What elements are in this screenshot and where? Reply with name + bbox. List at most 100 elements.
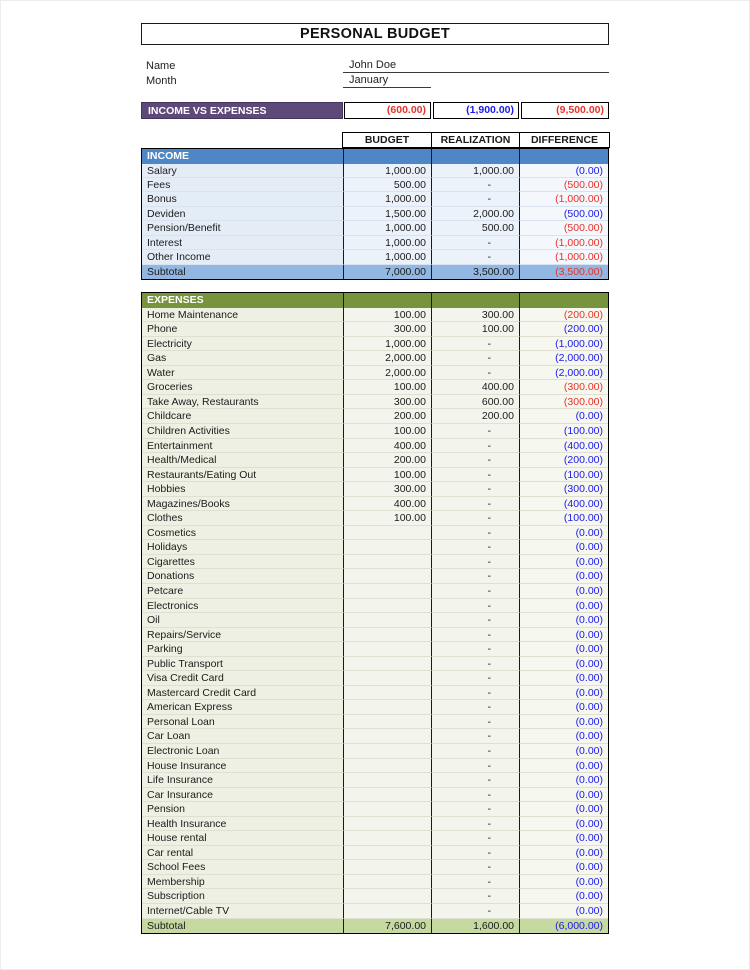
realization-cell[interactable]: - [431,192,519,207]
realization-cell[interactable]: - [431,642,519,657]
row-label-cell[interactable]: Oil [142,613,343,628]
difference-cell[interactable]: (0.00) [519,540,608,555]
difference-cell[interactable]: (0.00) [519,714,608,730]
difference-cell[interactable]: (1,000.00) [519,192,608,207]
realization-cell[interactable]: - [431,583,519,599]
row-label-cell[interactable]: Car Loan [142,729,343,744]
budget-cell[interactable] [343,773,431,788]
row-label-cell[interactable]: Entertainment [142,438,343,454]
row-label-cell[interactable]: Membership [142,874,343,890]
budget-cell[interactable]: 300.00 [343,322,431,337]
realization-cell[interactable]: - [431,904,519,919]
budget-cell[interactable]: 100.00 [343,423,431,439]
budget-cell[interactable]: 1,000.00 [343,250,431,265]
realization-cell[interactable]: 500.00 [431,221,519,236]
budget-cell[interactable]: 7,600.00 [343,918,431,934]
difference-cell[interactable]: (0.00) [519,860,608,875]
difference-cell[interactable]: (500.00) [519,206,608,222]
budget-cell[interactable] [343,642,431,657]
realization-cell[interactable]: - [431,802,519,817]
realization-cell[interactable]: - [431,235,519,251]
realization-cell[interactable]: - [431,874,519,890]
row-label-cell[interactable]: Holidays [142,540,343,555]
budget-cell[interactable]: 2,000.00 [343,365,431,381]
difference-cell[interactable]: (0.00) [519,569,608,584]
budget-cell[interactable]: 1,000.00 [343,192,431,207]
summary-realization-cell[interactable]: (1,900.00) [433,102,519,119]
realization-cell[interactable]: - [431,627,519,643]
row-label-cell[interactable]: House rental [142,831,343,846]
row-label-cell[interactable]: Electronic Loan [142,744,343,759]
difference-cell[interactable]: (0.00) [519,816,608,832]
row-label-cell[interactable]: Electronics [142,598,343,614]
difference-cell[interactable]: (0.00) [519,787,608,803]
budget-cell[interactable] [343,831,431,846]
difference-cell[interactable]: (0.00) [519,685,608,701]
budget-cell[interactable]: 200.00 [343,409,431,424]
realization-cell[interactable]: - [431,453,519,468]
difference-cell[interactable]: (0.00) [519,163,608,179]
realization-cell[interactable]: - [431,496,519,512]
realization-cell[interactable]: - [431,250,519,265]
difference-cell[interactable]: (0.00) [519,700,608,715]
difference-cell[interactable]: (300.00) [519,482,608,497]
difference-cell[interactable]: (0.00) [519,409,608,424]
row-label-cell[interactable]: Subtotal [142,918,343,934]
budget-cell[interactable]: 400.00 [343,496,431,512]
budget-cell[interactable] [343,714,431,730]
difference-cell[interactable]: (0.00) [519,904,608,919]
difference-cell[interactable]: (100.00) [519,467,608,483]
difference-cell[interactable]: (0.00) [519,744,608,759]
budget-cell[interactable] [343,889,431,905]
realization-cell[interactable]: - [431,365,519,381]
row-label-cell[interactable]: Petcare [142,583,343,599]
difference-cell[interactable]: (400.00) [519,496,608,512]
difference-cell[interactable]: (0.00) [519,627,608,643]
difference-cell[interactable]: (200.00) [519,322,608,337]
row-label-cell[interactable]: Mastercard Credit Card [142,685,343,701]
row-label-cell[interactable]: Car Insurance [142,787,343,803]
difference-cell[interactable]: (0.00) [519,583,608,599]
month-field[interactable]: January [343,73,431,88]
budget-cell[interactable] [343,860,431,875]
difference-cell[interactable]: (500.00) [519,178,608,193]
name-field[interactable]: John Doe [343,58,609,73]
difference-cell[interactable]: (0.00) [519,642,608,657]
budget-cell[interactable] [343,700,431,715]
realization-cell[interactable]: - [431,438,519,454]
row-label-cell[interactable]: Cigarettes [142,554,343,570]
realization-cell[interactable]: - [431,598,519,614]
budget-cell[interactable] [343,904,431,919]
row-label-cell[interactable]: Deviden [142,206,343,222]
realization-cell[interactable]: - [431,685,519,701]
difference-cell[interactable]: (0.00) [519,889,608,905]
budget-cell[interactable] [343,569,431,584]
row-label-cell[interactable]: Health/Medical [142,453,343,468]
budget-cell[interactable] [343,613,431,628]
summary-budget-cell[interactable]: (600.00) [344,102,431,119]
realization-cell[interactable]: - [431,351,519,366]
difference-cell[interactable]: (0.00) [519,831,608,846]
difference-cell[interactable]: (1,000.00) [519,250,608,265]
budget-cell[interactable] [343,802,431,817]
row-label-cell[interactable]: Children Activities [142,423,343,439]
budget-cell[interactable]: 100.00 [343,467,431,483]
row-label-cell[interactable]: Subscription [142,889,343,905]
row-label-cell[interactable]: Electricity [142,336,343,352]
budget-cell[interactable] [343,583,431,599]
budget-cell[interactable] [343,758,431,774]
budget-cell[interactable] [343,540,431,555]
realization-cell[interactable]: - [431,336,519,352]
budget-cell[interactable] [343,598,431,614]
budget-cell[interactable] [343,554,431,570]
budget-cell[interactable]: 500.00 [343,178,431,193]
realization-cell[interactable]: 1,000.00 [431,163,519,179]
difference-cell[interactable]: (0.00) [519,613,608,628]
budget-cell[interactable] [343,816,431,832]
difference-cell[interactable]: (0.00) [519,656,608,672]
row-label-cell[interactable]: Cosmetics [142,525,343,541]
budget-cell[interactable]: 7,000.00 [343,264,431,280]
row-label-cell[interactable]: Donations [142,569,343,584]
realization-cell[interactable]: 400.00 [431,380,519,395]
difference-cell[interactable]: (0.00) [519,598,608,614]
